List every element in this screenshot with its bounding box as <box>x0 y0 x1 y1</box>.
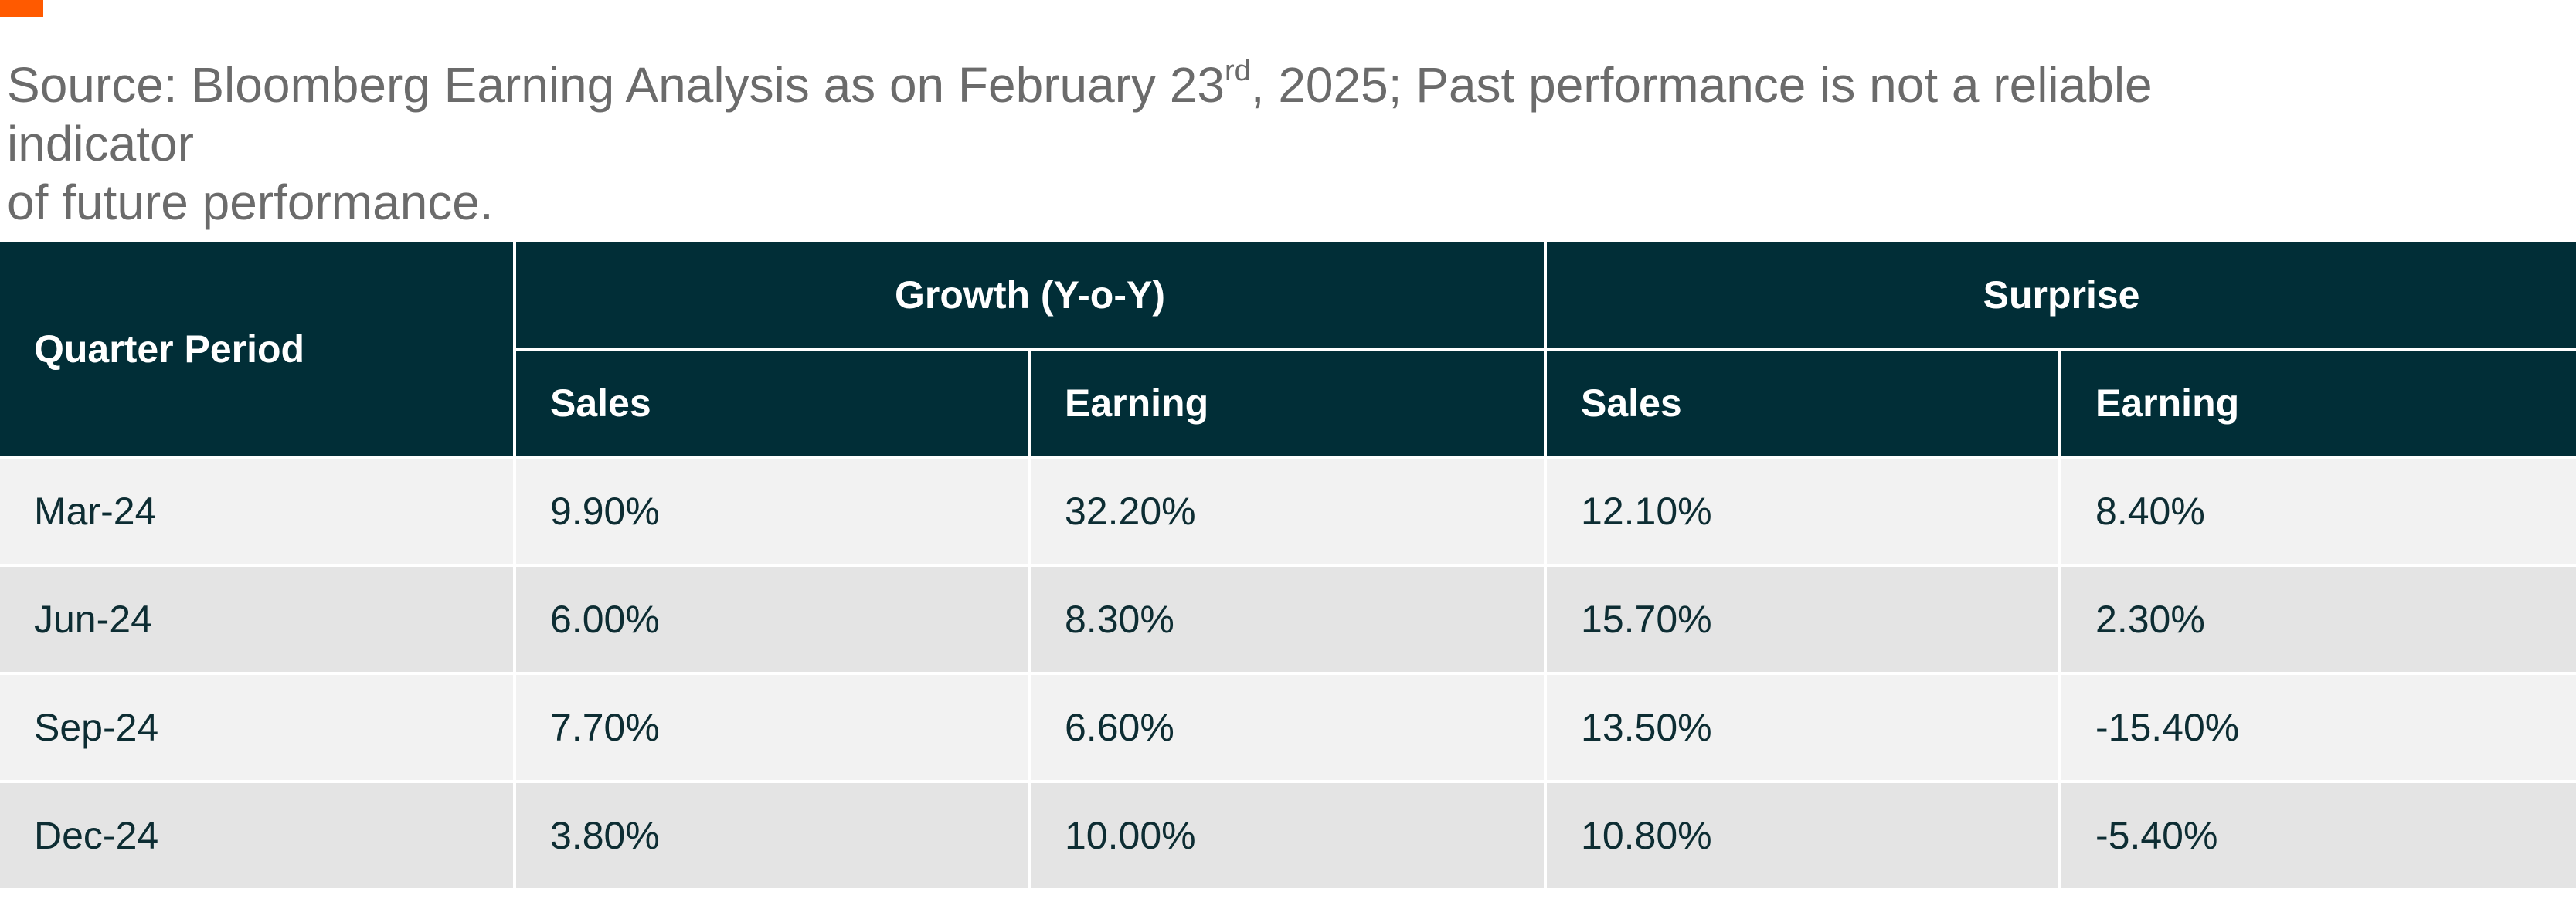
table-row: Mar-24 9.90% 32.20% 12.10% 8.40% <box>0 456 2576 567</box>
header-row-groups: Quarter Period Growth (Y-o-Y) Surprise <box>0 242 2576 459</box>
header-group-surprise: Surprise <box>1544 242 2576 351</box>
header-quarter-period: Quarter Period <box>0 242 516 459</box>
cell-period: Dec-24 <box>0 780 516 891</box>
cell-surprise-sales: 15.70% <box>1544 564 2062 675</box>
cell-period: Mar-24 <box>0 456 516 567</box>
table-row: Jun-24 6.00% 8.30% 15.70% 2.30% <box>0 564 2576 675</box>
cell-surprise-sales: 13.50% <box>1544 672 2062 783</box>
cell-surprise-earning: 2.30% <box>2058 564 2576 675</box>
earnings-table: Quarter Period Growth (Y-o-Y) Surprise S… <box>0 242 2576 891</box>
header-surprise-sales: Sales <box>1544 348 2062 459</box>
cell-surprise-earning: 8.40% <box>2058 456 2576 567</box>
cell-period: Jun-24 <box>0 564 516 675</box>
accent-bar <box>0 0 43 17</box>
header-surprise-earning: Earning <box>2058 348 2576 459</box>
cell-growth-sales: 9.90% <box>513 456 1031 567</box>
source-ordinal-suffix: rd <box>1224 54 1251 87</box>
source-note: Source: Bloomberg Earning Analysis as on… <box>7 56 2325 232</box>
header-row-subheaders: Sales Earning Sales Earning <box>0 348 2576 459</box>
cell-growth-earning: 32.20% <box>1027 456 1548 567</box>
cell-surprise-earning: -15.40% <box>2058 672 2576 783</box>
cell-growth-sales: 3.80% <box>513 780 1031 891</box>
cell-surprise-sales: 10.80% <box>1544 780 2062 891</box>
header-group-growth: Growth (Y-o-Y) <box>512 242 1548 351</box>
cell-surprise-earning: -5.40% <box>2058 780 2576 891</box>
cell-growth-earning: 6.60% <box>1027 672 1548 783</box>
source-text-line2: of future performance. <box>7 175 494 230</box>
table-header: Quarter Period Growth (Y-o-Y) Surprise S… <box>0 242 2576 459</box>
cell-growth-sales: 7.70% <box>513 672 1031 783</box>
table-row: Sep-24 7.70% 6.60% 13.50% -15.40% <box>0 672 2576 783</box>
source-text-suffix: , 2025; Past performance is not a reliab… <box>7 57 2153 171</box>
cell-growth-sales: 6.00% <box>513 564 1031 675</box>
table-body: Mar-24 9.90% 32.20% 12.10% 8.40% Jun-24 … <box>0 456 2576 891</box>
table-row: Dec-24 3.80% 10.00% 10.80% -5.40% <box>0 780 2576 891</box>
cell-growth-earning: 8.30% <box>1027 564 1548 675</box>
cell-surprise-sales: 12.10% <box>1544 456 2062 567</box>
source-text-prefix: Source: Bloomberg Earning Analysis as on… <box>7 57 1225 113</box>
cell-period: Sep-24 <box>0 672 516 783</box>
header-growth-earning: Earning <box>1027 348 1548 459</box>
header-growth-sales: Sales <box>513 348 1031 459</box>
cell-growth-earning: 10.00% <box>1027 780 1548 891</box>
